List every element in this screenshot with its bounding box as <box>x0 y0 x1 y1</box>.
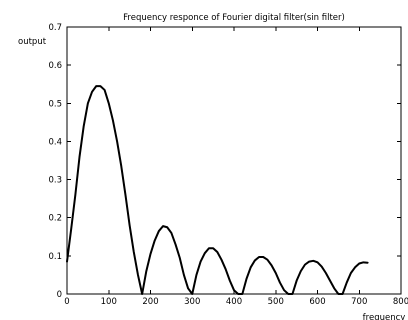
x-tick-label: 0 <box>64 297 69 307</box>
y-tick-label: 0.1 <box>48 252 62 262</box>
x-tick-label: 400 <box>226 297 242 307</box>
x-tick-label: 300 <box>184 297 200 307</box>
chart-title: Frequency responce of Fourier digital fi… <box>123 13 345 23</box>
axes-group: 0 100 200 300 400 500 600 700 800 0 0.1 0.2 0.3 0.4 0.… <box>48 23 408 307</box>
x-axis-label: frequency <box>363 313 406 320</box>
x-tick-label: 200 <box>142 297 158 307</box>
series-line-0 <box>66 85 369 295</box>
y-tick-label: 0.5 <box>48 99 62 109</box>
x-tick-label: 700 <box>351 297 367 307</box>
x-tick-label: 100 <box>101 297 117 307</box>
x-tick-label: 500 <box>268 297 284 307</box>
x-tick-label: 600 <box>309 297 325 307</box>
x-tick-label: 800 <box>393 297 408 307</box>
y-tick-label: 0.2 <box>48 214 62 224</box>
series-group <box>66 85 369 295</box>
plot-frame <box>66 26 402 295</box>
y-tick-label: 0.4 <box>48 137 62 147</box>
y-tick-label: 0 <box>57 290 62 300</box>
y-tick-label: 0.6 <box>48 61 62 71</box>
y-tick-label: 0.7 <box>48 23 62 33</box>
y-axis-label: output <box>18 37 47 47</box>
y-tick-label: 0.3 <box>48 176 62 186</box>
